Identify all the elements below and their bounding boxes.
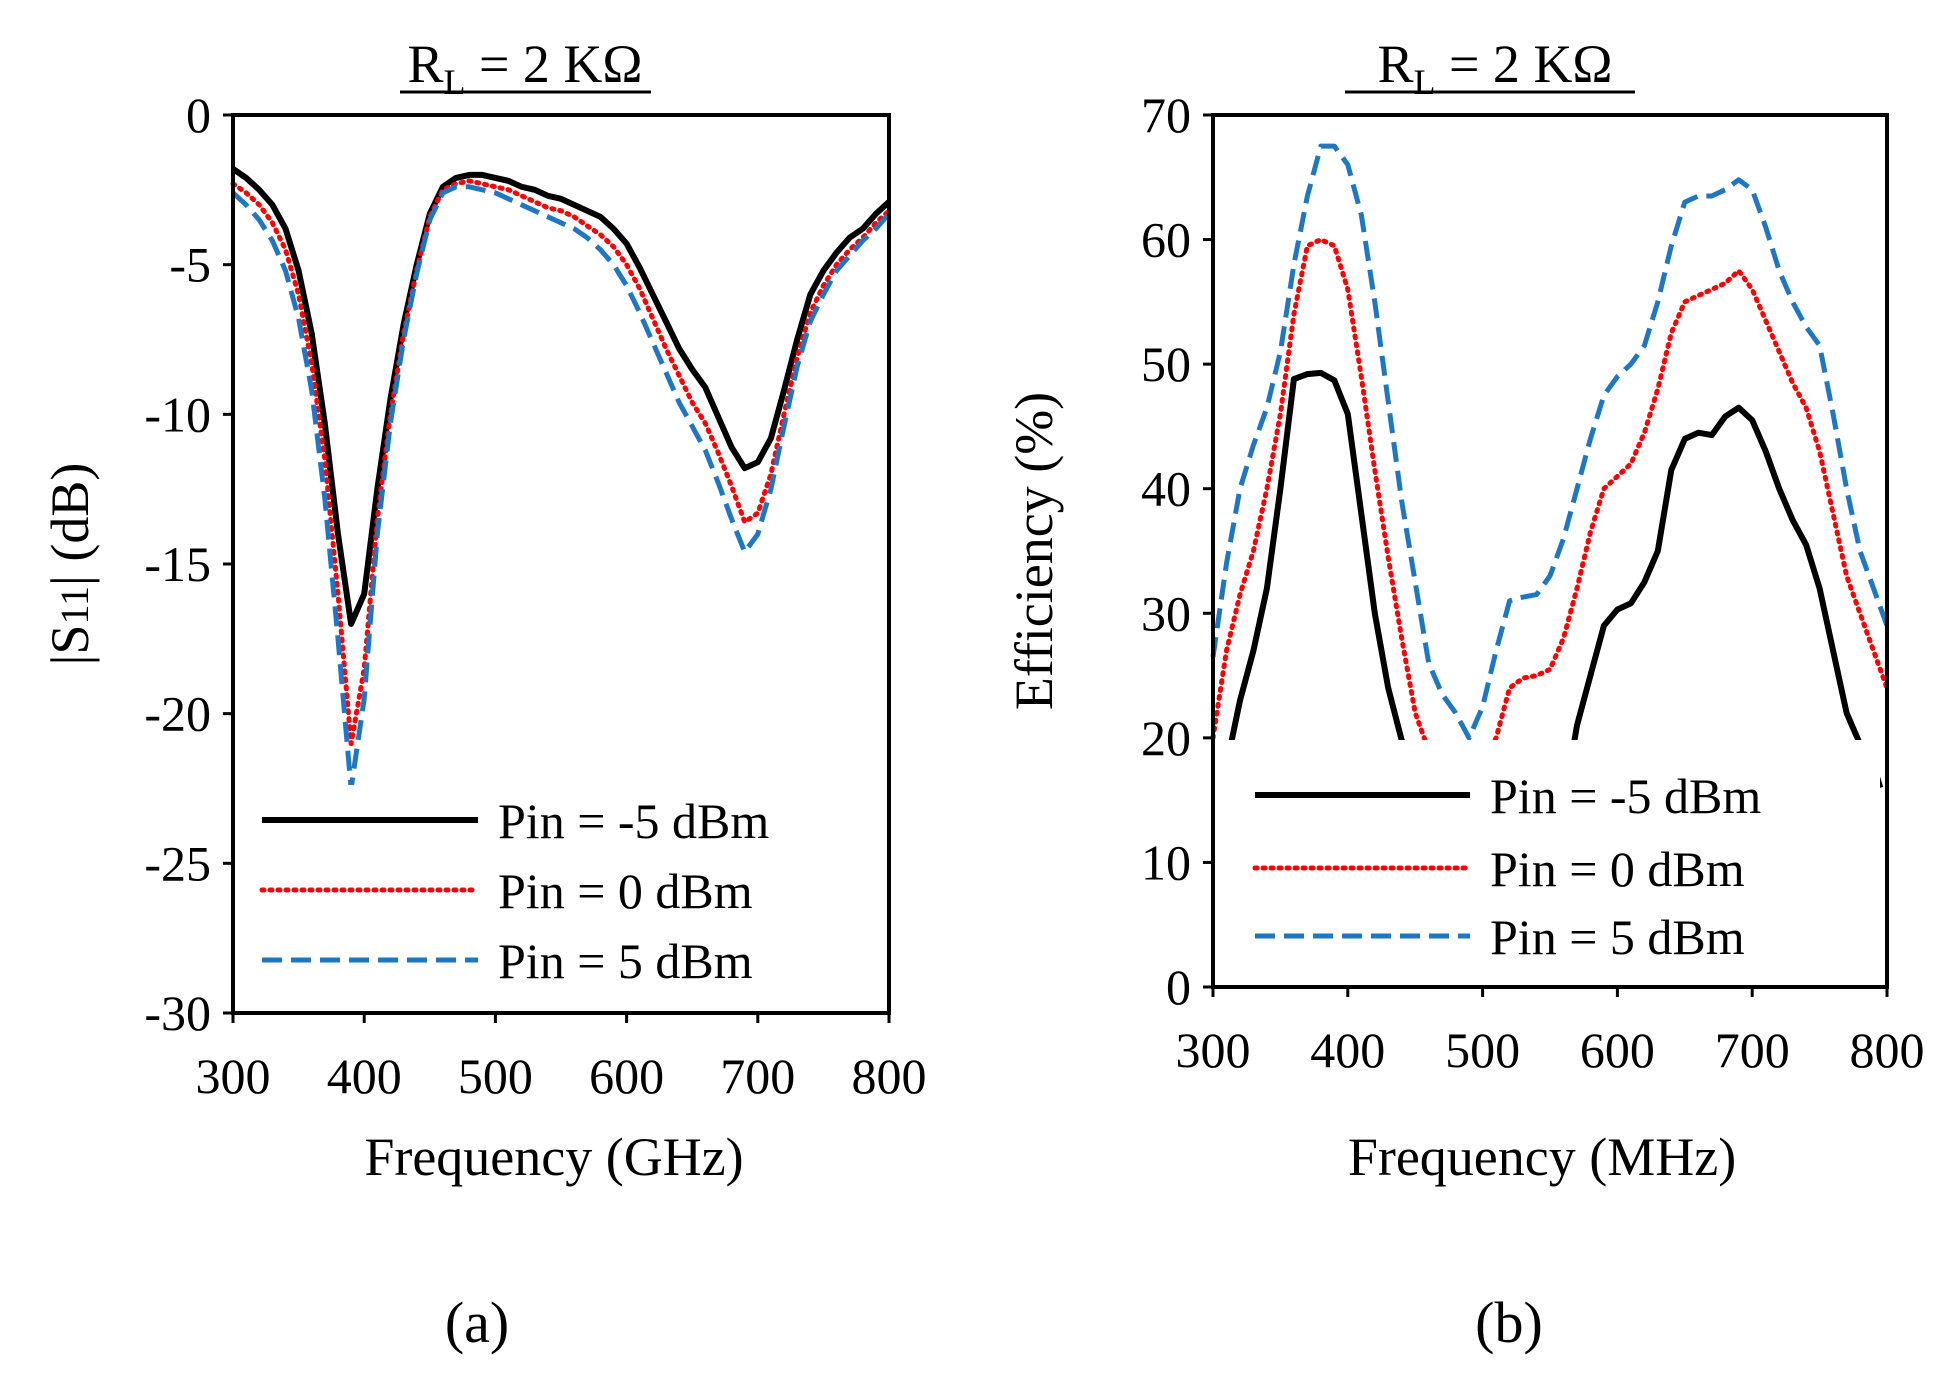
chart-b-series bbox=[1210, 143, 1890, 789]
chart-b-series-line-1-seg0 bbox=[1210, 237, 1459, 768]
chart-b-panel-label: (b) bbox=[1475, 1290, 1543, 1355]
chart-b-ytick-label: 0 bbox=[1166, 959, 1191, 1015]
chart-a-ytick-label: -5 bbox=[169, 237, 211, 293]
chart-b-series-line-1-seg1 bbox=[1466, 268, 1890, 768]
chart-b-legend-label-0: Pin = -5 dBm bbox=[1490, 768, 1761, 824]
chart-b-xtick-label: 500 bbox=[1445, 1022, 1520, 1078]
chart-b-ytick-label: 20 bbox=[1141, 710, 1191, 766]
chart-a-series-line-0 bbox=[231, 166, 892, 627]
chart-b-ytick-label: 40 bbox=[1141, 461, 1191, 517]
chart-a-xlabel: Frequency (GHz) bbox=[364, 1127, 743, 1187]
chart-b-ticks: 300 400 500 600 700 800 70 60 50 40 30 20 10 0 bbox=[1141, 87, 1925, 1078]
chart-a-xtick-label: 400 bbox=[327, 1048, 402, 1104]
chart-a-series bbox=[230, 166, 892, 791]
chart-b-xtick-label: 600 bbox=[1580, 1022, 1655, 1078]
chart-a-ytick-label: 0 bbox=[186, 87, 211, 143]
chart-b-plot-frame bbox=[1211, 113, 1889, 989]
chart-b-xtick-label: 400 bbox=[1310, 1022, 1385, 1078]
chart-b: RL = 2 KΩ Pin = -5 dBm Pin = 0 dBm Pin =… bbox=[1004, 34, 1925, 1355]
chart-b-xtick-label: 800 bbox=[1850, 1022, 1925, 1078]
chart-a-ytick-label: -20 bbox=[144, 686, 211, 742]
chart-a-ticks: 300 400 500 600 700 800 0 -5 -10 -15 -20 -25 -30 bbox=[144, 87, 926, 1104]
chart-a-xtick-label: 800 bbox=[852, 1048, 927, 1104]
chart-a-ytick-label: -30 bbox=[144, 985, 211, 1041]
chart-b-title: RL = 2 KΩ bbox=[1377, 34, 1612, 102]
chart-a-legend: Pin = -5 dBm Pin = 0 dBm Pin = 5 dBm bbox=[233, 785, 889, 1013]
chart-a-panel-label: (a) bbox=[445, 1290, 509, 1355]
chart-b-series-line-2 bbox=[1210, 143, 1890, 741]
chart-b-ytick-label: 50 bbox=[1141, 336, 1191, 392]
chart-a-series-line-1 bbox=[230, 178, 892, 747]
chart-b-xtick-label: 700 bbox=[1715, 1022, 1790, 1078]
chart-a-legend-label-1: Pin = 0 dBm bbox=[498, 863, 753, 919]
chart-b-ytick-label: 10 bbox=[1141, 834, 1191, 890]
chart-b-ytick-label: 70 bbox=[1141, 87, 1191, 143]
chart-a: RL = 2 KΩ Pin = -5 dBm Pin = 0 dBm Pin =… bbox=[40, 34, 927, 1355]
chart-a-xtick-label: 700 bbox=[720, 1048, 795, 1104]
chart-a-ytick-label: -15 bbox=[144, 536, 211, 592]
chart-b-ylabel: Efficiency (%) bbox=[1004, 392, 1064, 710]
chart-a-xtick-label: 300 bbox=[196, 1048, 271, 1104]
chart-b-xtick-label: 300 bbox=[1176, 1022, 1251, 1078]
chart-a-legend-label-0: Pin = -5 dBm bbox=[498, 793, 769, 849]
chart-b-legend: Pin = -5 dBm Pin = 0 dBm Pin = 5 dBm bbox=[1210, 740, 1880, 980]
chart-b-xlabel: Frequency (MHz) bbox=[1348, 1127, 1736, 1187]
chart-b-series-line-0-seg0 bbox=[1223, 369, 1423, 769]
chart-b-ytick-label: 60 bbox=[1141, 212, 1191, 268]
chart-b-series-line-0-seg1 bbox=[1567, 404, 1884, 789]
chart-a-ylabel: |S11| (dB) bbox=[40, 463, 100, 666]
chart-a-xtick-label: 500 bbox=[458, 1048, 533, 1104]
chart-a-ytick-label: -25 bbox=[144, 835, 211, 891]
chart-b-legend-label-2: Pin = 5 dBm bbox=[1490, 909, 1745, 965]
chart-a-legend-label-2: Pin = 5 dBm bbox=[498, 933, 753, 989]
chart-b-ytick-label: 30 bbox=[1141, 585, 1191, 641]
chart-a-xtick-label: 600 bbox=[589, 1048, 664, 1104]
chart-a-series-line-2 bbox=[231, 184, 891, 791]
chart-b-legend-label-1: Pin = 0 dBm bbox=[1490, 841, 1745, 897]
chart-a-ytick-label: -10 bbox=[144, 386, 211, 442]
chart-b-legend-box bbox=[1210, 740, 1880, 980]
